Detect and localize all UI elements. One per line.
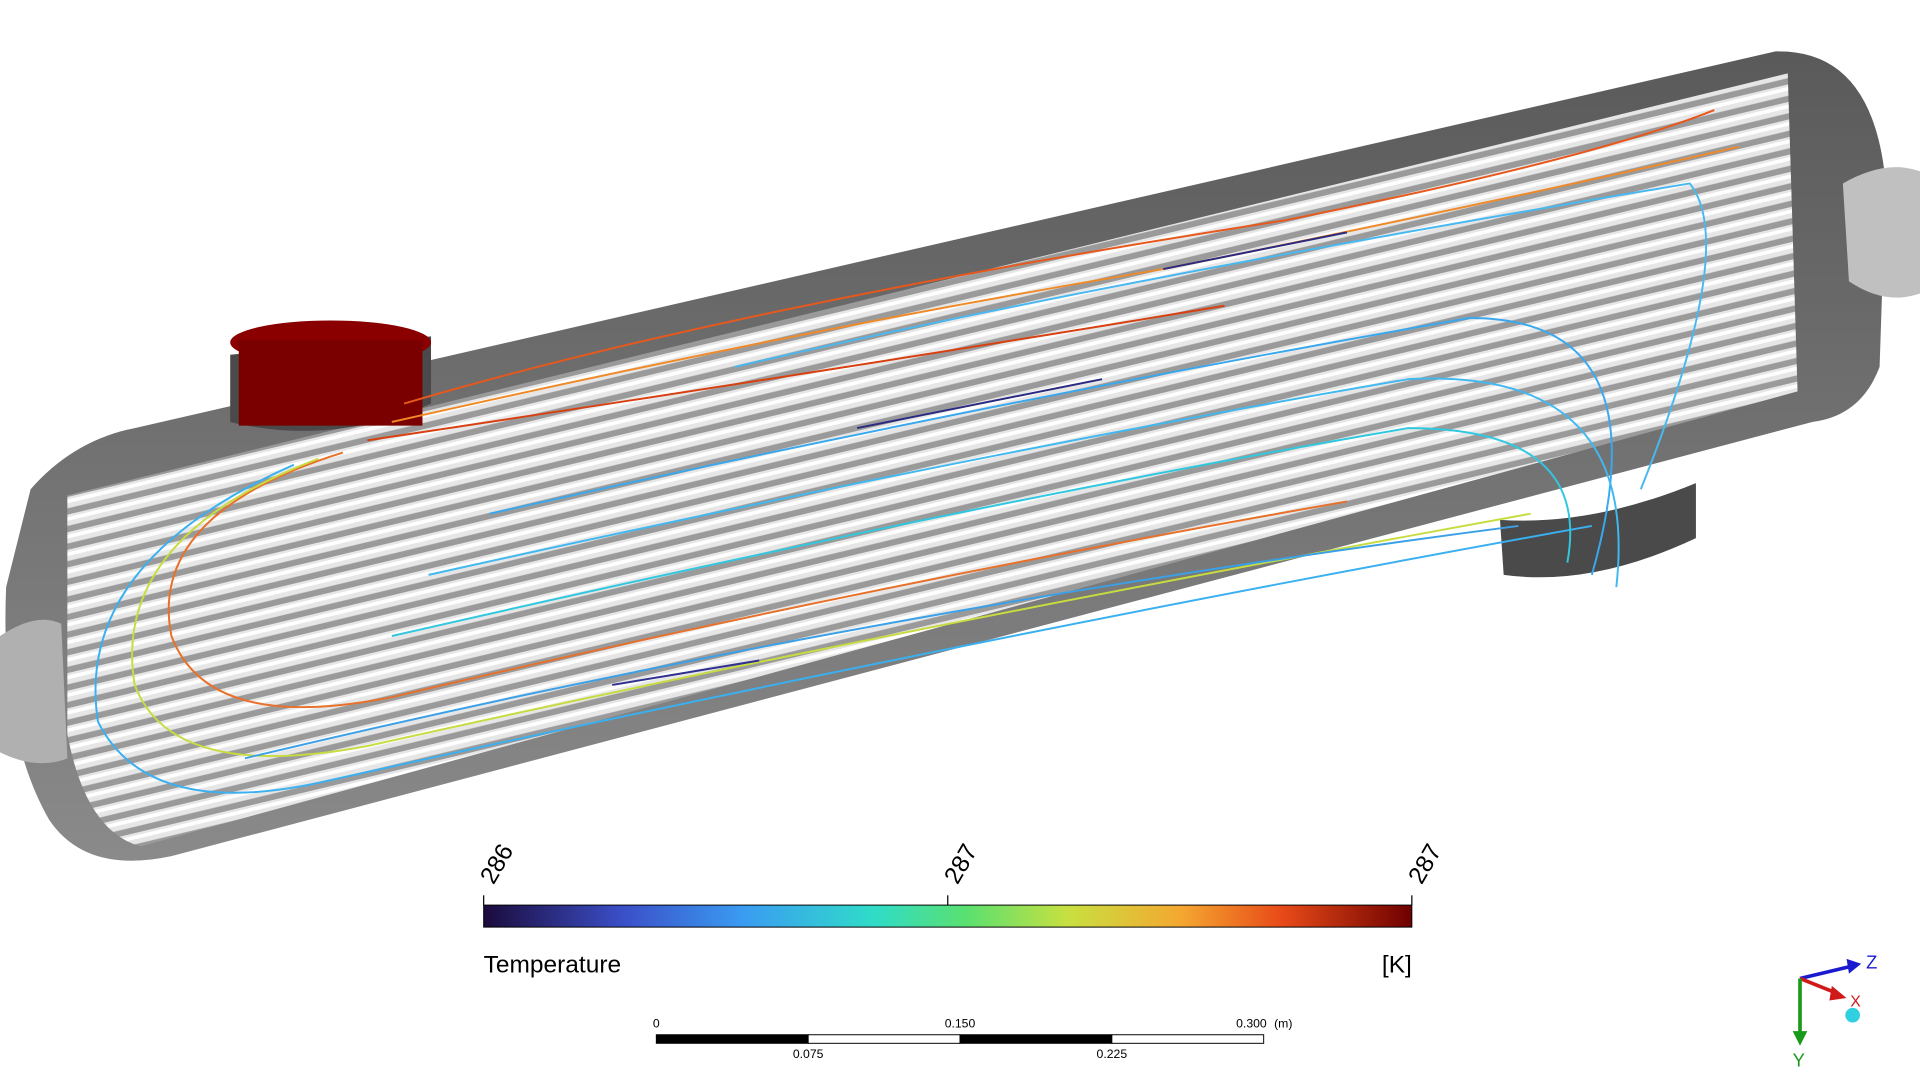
z-arrow — [1846, 958, 1862, 974]
y-arrow — [1792, 1031, 1808, 1046]
tube-bundle — [67, 73, 1798, 847]
color-bar — [483, 904, 1413, 928]
scale-segment — [959, 1034, 1113, 1044]
streamline — [94, 463, 1593, 794]
streamline — [391, 427, 1572, 637]
streamline — [428, 377, 1620, 588]
legend-tick-label: 287 — [1403, 840, 1447, 889]
streamline — [612, 659, 760, 686]
y-label: Y — [1793, 1050, 1805, 1071]
streamline — [1163, 231, 1348, 271]
scale-unit: (m) — [1274, 1016, 1292, 1030]
legend-tick-label: 287 — [939, 840, 983, 889]
scale-label: 0 — [653, 1016, 660, 1030]
legend-unit: [K] — [1382, 951, 1412, 978]
scale-segment — [655, 1034, 809, 1044]
axis-triad: Z X Y — [1792, 952, 1877, 1071]
z-label: Z — [1866, 952, 1877, 973]
inlet-flow — [238, 340, 423, 426]
streamline — [734, 182, 1708, 490]
streamline — [856, 378, 1103, 430]
streamlines — [94, 109, 1739, 794]
scale-segment — [807, 1034, 961, 1044]
scale-label: 0.075 — [793, 1047, 824, 1061]
scale-label: 0.150 — [945, 1016, 976, 1030]
streamline — [367, 304, 1225, 442]
view-sphere — [1845, 1007, 1860, 1023]
streamline — [244, 524, 1519, 760]
streamline — [403, 109, 1715, 405]
streamline — [489, 317, 1613, 576]
legend-title: Temperature — [484, 951, 621, 978]
legend-tick-label: 286 — [475, 840, 519, 889]
scale-segment — [1111, 1034, 1265, 1044]
scale-label: 0.225 — [1097, 1047, 1128, 1061]
x-arrow — [1829, 985, 1847, 1001]
z-axis — [1799, 964, 1852, 981]
right-flange — [1842, 167, 1920, 298]
x-label: X — [1850, 994, 1861, 1011]
streamline — [391, 145, 1739, 423]
scale-label: 0.300 — [1236, 1016, 1267, 1030]
scale-bar — [655, 1034, 1265, 1044]
streamline — [167, 451, 1348, 709]
streamline — [131, 457, 1531, 758]
outlet-nozzle — [1500, 483, 1696, 578]
x-axis — [1799, 976, 1838, 995]
left-flange — [0, 619, 68, 764]
